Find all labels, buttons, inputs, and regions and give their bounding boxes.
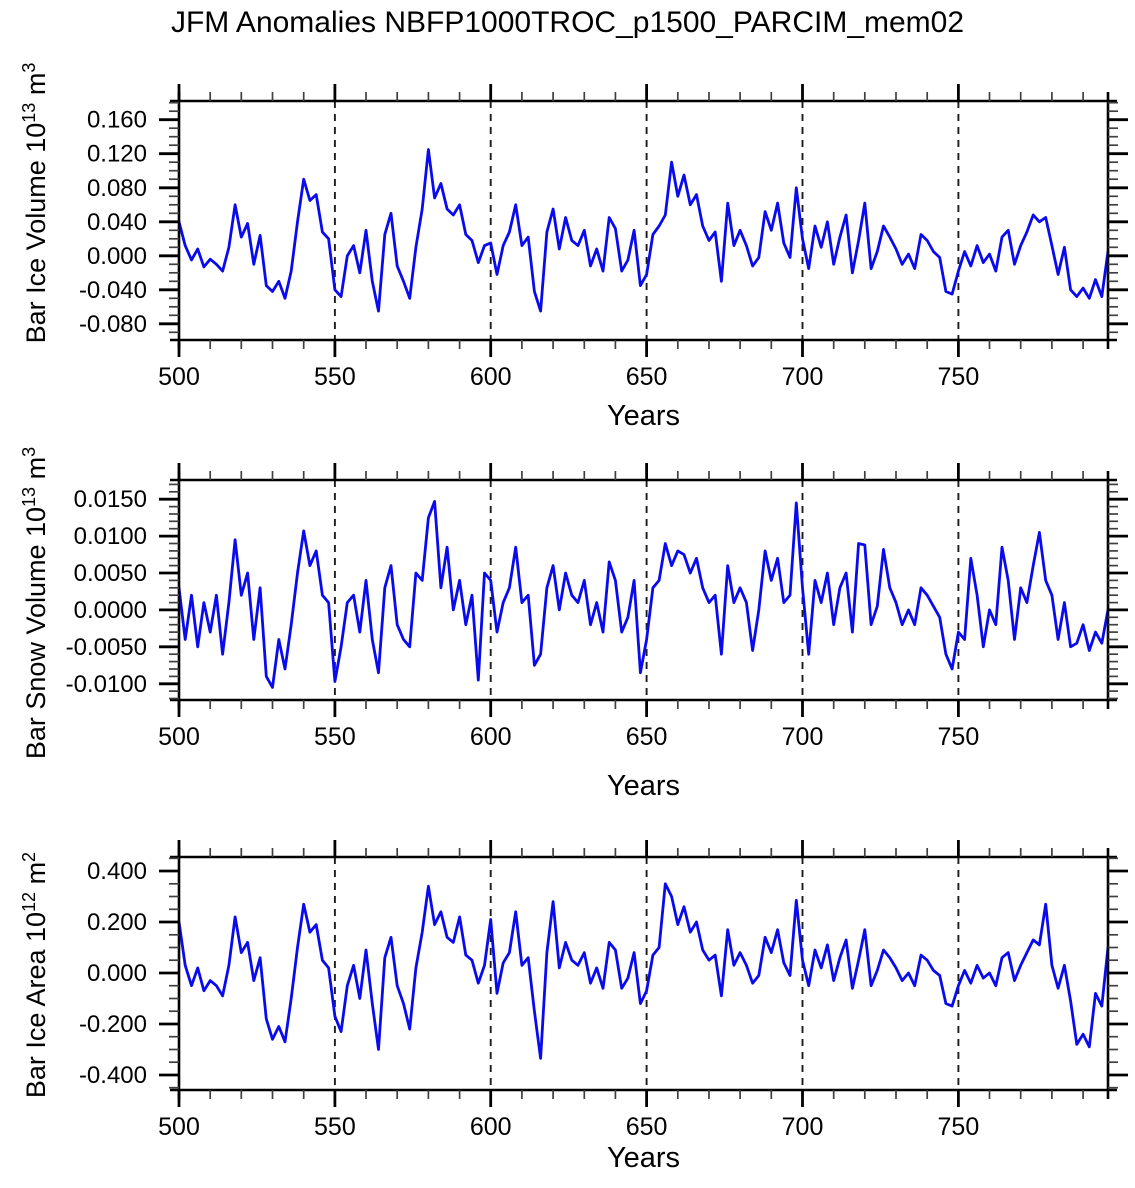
x-tick-label: 650 [626,363,668,391]
y-axis-title-text: Bar Ice Volume 10 [21,122,51,344]
y-axis-title-exponent: 13 [19,102,39,123]
y-tick-label: 0.000 [87,243,147,270]
x-tick-label: 700 [782,723,824,751]
y-axis-title-text: Bar Snow Volume 10 [21,506,51,760]
y-tick-label: 0.400 [87,858,147,885]
x-tick-label: 600 [470,363,512,391]
x-tick-label: 700 [782,1113,824,1141]
y-axis-title-unit-exponent: 3 [19,62,39,73]
y-tick-label: -0.040 [79,277,147,304]
y-tick-label: -0.200 [79,1011,147,1038]
y-tick-label: 0.200 [87,909,147,936]
x-tick-label: 750 [938,723,980,751]
x-tick-label: 600 [470,723,512,751]
ice-volume-series-line [177,148,1110,313]
ice-area-x-axis-title: Years [606,1142,681,1174]
x-tick-label: 550 [314,363,356,391]
y-tick-label: -0.0100 [66,671,147,698]
y-tick-label: 0.0050 [74,560,147,587]
ice-volume-y-axis-title: Bar Ice Volume 1013 m3 [11,21,51,385]
x-tick-label: 650 [626,1113,668,1141]
y-tick-label: 0.0100 [74,523,147,550]
x-tick-label: 550 [314,1113,356,1141]
chart-title: JFM Anomalies NBFP1000TROC_p1500_PARCIM_… [170,6,965,39]
y-tick-label: -0.080 [79,311,147,338]
snow-volume-y-axis-title: Bar Snow Volume 1013 m3 [11,421,51,785]
x-tick-label: 750 [938,1113,980,1141]
y-axis-title-exponent: 12 [19,891,39,912]
y-tick-label: -0.0050 [66,634,147,661]
snow-volume-x-axis-title: Years [606,770,681,802]
y-axis-title-unit-exponent: 3 [19,446,39,457]
y-tick-label: 0.120 [87,141,147,168]
ice-volume-plot: 0.160 0.120 0.080 0.040 0.000 -0.040 -0.080 500… [79,84,1128,391]
y-tick-label: 0.0000 [74,597,147,624]
snow-volume-plot: 0.0150 0.0100 0.0050 0.0000 -0.0050 -0.0100 50… [66,463,1128,751]
ice-area-series-line [177,882,1110,1060]
y-axis-title-unit: m [21,456,51,487]
y-tick-label: 0.040 [87,209,147,236]
x-tick-label: 500 [158,363,200,391]
y-axis-title-unit: m [21,861,51,892]
x-tick-label: 500 [158,723,200,751]
y-axis-title-unit-exponent: 2 [19,851,39,862]
x-tick-label: 700 [782,363,824,391]
y-axis-title-text: Bar Ice Area 10 [21,911,51,1099]
x-tick-label: 650 [626,723,668,751]
y-tick-label: -0.400 [79,1062,147,1089]
x-tick-label: 750 [938,363,980,391]
y-tick-label: 0.080 [87,175,147,202]
y-tick-label: 0.0150 [74,486,147,513]
y-axis-title-exponent: 13 [19,486,39,507]
x-tick-label: 500 [158,1113,200,1141]
x-tick-label: 550 [314,723,356,751]
y-tick-label: 0.160 [87,107,147,134]
y-tick-label: 0.000 [87,960,147,987]
ice-area-y-axis-title: Bar Ice Area 1012 m2 [11,793,51,1157]
ice-volume-x-axis-title: Years [606,400,681,432]
x-tick-label: 600 [470,1113,512,1141]
snow-volume-series-line [177,500,1110,689]
y-axis-title-unit: m [21,72,51,103]
ice-area-plot: 0.400 0.200 0.000 -0.200 -0.400 500 550 600 650 7… [79,840,1128,1141]
